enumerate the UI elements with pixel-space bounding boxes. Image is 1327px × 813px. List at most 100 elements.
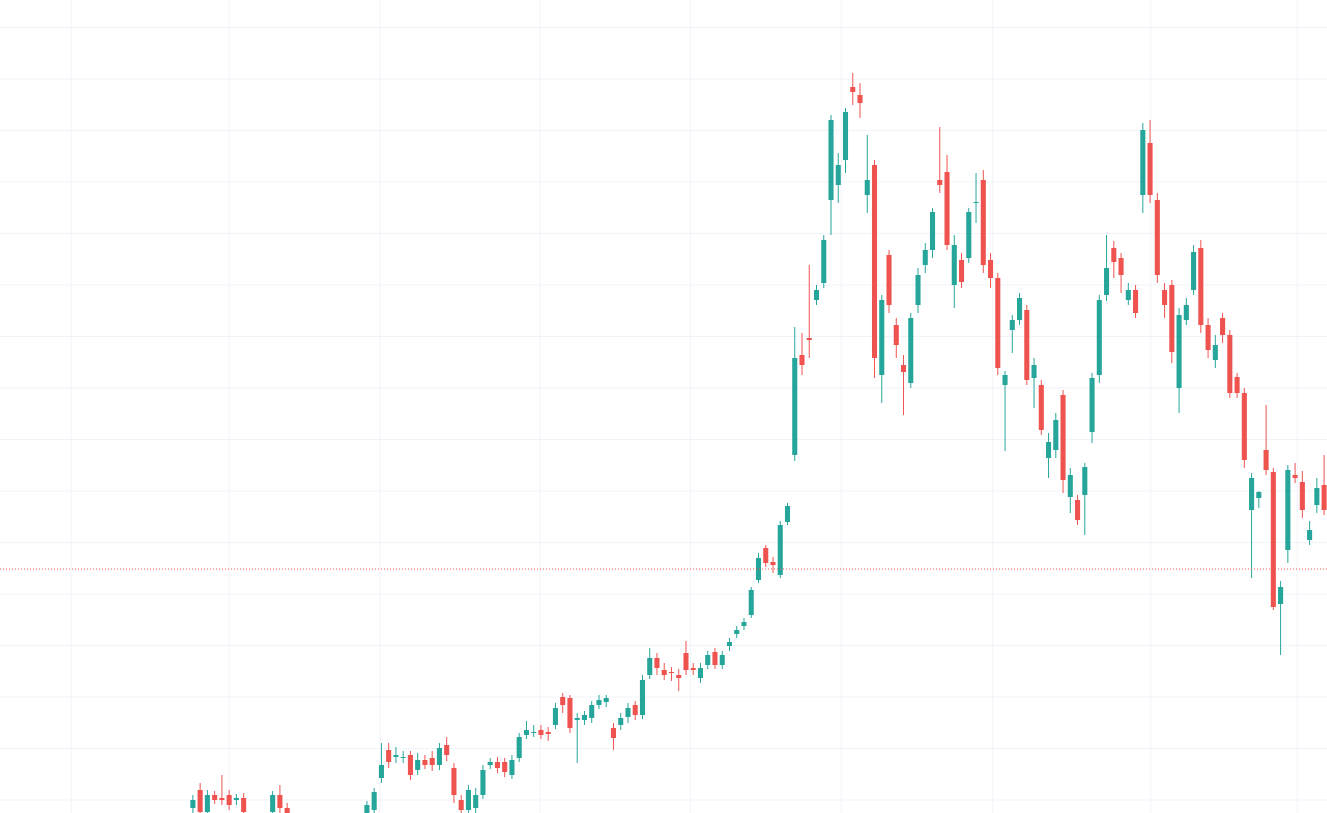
candle-body	[1118, 258, 1124, 275]
candle-body	[552, 708, 558, 725]
candle-body	[1198, 248, 1204, 325]
candle-body	[813, 290, 820, 300]
candle-body	[444, 745, 450, 755]
candle-body	[545, 732, 551, 734]
candle-body	[842, 112, 849, 160]
candle-body	[741, 622, 747, 626]
candle-body	[763, 548, 769, 563]
candle-body	[1125, 290, 1131, 300]
candle-body	[937, 180, 943, 185]
candle-body	[647, 658, 653, 675]
candle-body	[270, 795, 276, 812]
candle-body	[618, 718, 624, 725]
candle-body	[1096, 300, 1102, 375]
candle-body	[1009, 320, 1015, 330]
candle-body	[712, 652, 718, 665]
candle-body	[1285, 470, 1291, 550]
candle-body	[922, 250, 928, 265]
candle-body	[668, 672, 675, 673]
candle-body	[987, 260, 994, 278]
candle-body	[429, 758, 435, 765]
candle-body	[436, 748, 442, 765]
candle-body	[908, 318, 914, 383]
candle-body	[1299, 482, 1305, 510]
candle-body	[1321, 485, 1327, 510]
candle-body	[726, 642, 733, 646]
candle-body	[603, 698, 609, 702]
candle-body	[951, 245, 957, 285]
candle-body	[502, 762, 508, 772]
candle-body	[625, 708, 631, 717]
candle-body	[828, 120, 834, 200]
candle-body	[190, 800, 196, 808]
candle-body	[1263, 450, 1269, 470]
candle-body	[1154, 200, 1160, 275]
candle-body	[857, 95, 863, 103]
candle-body	[378, 765, 384, 778]
candle-body	[1133, 290, 1139, 313]
candle-body	[1278, 587, 1284, 604]
candle-body	[864, 180, 870, 195]
candle-body	[1053, 420, 1059, 450]
candle-body	[835, 165, 841, 185]
candle-body	[676, 675, 682, 678]
candle-body	[509, 760, 515, 775]
candle-body	[980, 180, 986, 265]
candle-body	[792, 358, 798, 455]
candle-body	[1227, 335, 1233, 393]
candle-body	[386, 750, 392, 762]
candle-body	[1147, 143, 1153, 195]
candle-body	[277, 795, 283, 808]
candle-body	[226, 795, 232, 805]
candle-body	[422, 760, 428, 765]
candle-body	[1075, 500, 1081, 520]
candle-body	[900, 365, 907, 372]
candle-body	[212, 795, 218, 800]
candle-body	[1292, 475, 1298, 478]
candle-body	[538, 730, 544, 735]
candle-body	[574, 718, 580, 720]
candle-body	[364, 805, 370, 813]
candle-body	[1307, 530, 1313, 540]
candle-body	[531, 732, 537, 733]
candle-body	[1002, 375, 1008, 385]
candle-body	[1046, 442, 1052, 458]
candle-body	[1234, 377, 1240, 393]
candle-body	[879, 300, 885, 375]
candle-body	[770, 562, 776, 565]
candle-body	[929, 212, 936, 250]
candle-body	[966, 212, 972, 258]
candle-body	[1241, 393, 1247, 460]
candle-body	[777, 525, 783, 575]
candle-body	[850, 87, 856, 92]
candle-body	[944, 172, 950, 245]
candle-body	[915, 275, 921, 305]
candle-body	[219, 798, 225, 800]
candle-body	[705, 655, 711, 665]
candle-body	[1017, 298, 1023, 320]
candle-body	[1104, 268, 1110, 295]
candle-body	[1111, 248, 1117, 262]
candle-body	[480, 770, 486, 795]
candle-body	[523, 730, 529, 735]
candle-body	[1031, 365, 1037, 378]
candle-body	[204, 795, 210, 812]
candle-body	[1060, 395, 1066, 480]
candle-body	[690, 668, 696, 670]
candle-body	[871, 165, 878, 358]
candle-body	[473, 795, 479, 808]
candle-body	[973, 202, 979, 203]
candle-body	[589, 705, 595, 718]
candle-body	[393, 755, 399, 757]
candle-body	[1314, 488, 1320, 505]
candle-body	[1205, 325, 1211, 350]
candle-body	[1038, 385, 1044, 430]
candle-body	[494, 762, 500, 768]
candle-body	[233, 798, 239, 800]
candle-body	[1183, 305, 1189, 320]
candle-body	[596, 700, 602, 705]
candle-body	[241, 798, 247, 812]
candle-body	[821, 240, 827, 283]
